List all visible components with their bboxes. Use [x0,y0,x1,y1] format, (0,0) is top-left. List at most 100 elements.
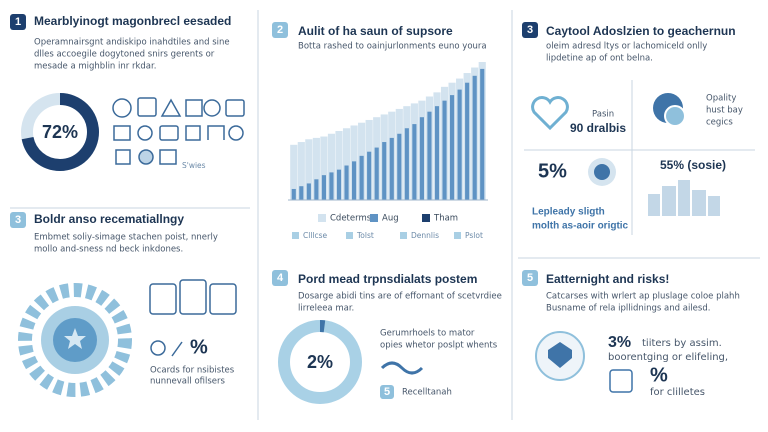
bar [480,68,485,201]
badge-number: 5 [527,272,533,284]
badge-number: 3 [527,24,533,36]
badge [10,212,26,228]
legend-swatch [318,214,326,222]
gear-text: cegics [706,118,733,128]
bar [374,147,379,200]
body: dlles accoegile dogytoned snirs gerents … [34,50,215,60]
gear-text: Opality [706,94,736,104]
badge-number: 1 [15,16,21,28]
badge [272,22,288,38]
footer-label: Dennlis [411,231,439,240]
icon [609,369,633,393]
body: mollo and-sness nd beck inkdones. [34,245,183,255]
bar [312,137,320,200]
footer-swatch [400,232,407,239]
people-icons [149,279,237,357]
footer-swatch [292,232,299,239]
bar [321,175,326,200]
stat: 3% [608,334,631,351]
bar [344,165,349,200]
bar [335,131,343,200]
body: mesade a mighblin inr rkdar. [34,62,156,72]
bar [290,144,298,200]
text: Gerumrhoels to mator [380,329,475,339]
wave-icon [380,361,424,375]
subtitle: Botta rashed to oainjurlonments euno you… [298,42,487,52]
icon [594,164,610,180]
body: Operamnairsgnt andiskipo inahdtiles and … [34,38,230,48]
bar [397,133,402,200]
shield-icon [548,342,572,368]
label: Recelltanah [402,388,452,398]
badge [272,270,288,286]
bar [305,139,313,200]
legend-label: Tham [433,214,458,224]
badge-number: 5 [384,386,390,398]
bar [419,117,424,200]
body: lipdetine ap of ont belna. [546,54,653,64]
bar [336,169,342,200]
bar [306,183,311,200]
gear-text: hust bay [706,106,743,116]
bar [427,111,432,200]
percent: % [650,364,668,386]
bar [457,89,462,200]
footer: Clllcse Tolst Dennlis Pslot [292,231,483,240]
bar [299,186,304,200]
caption: Lepleady sligth [532,207,605,218]
bar [342,128,351,200]
label: for clilletes [650,387,705,398]
title: Pord mead trpnsdialats postem [298,272,477,286]
badge-number: 3 [15,214,21,226]
bar [327,133,336,200]
badge [522,22,538,38]
donut-label: 72% [42,122,78,142]
bar [314,179,319,200]
footer-label: Clllcse [303,231,328,240]
body: Embmet soliy-simage stachen poist, nnerl… [34,233,218,243]
bar [389,137,394,200]
stat: 5% [538,160,567,182]
badge-number: 2 [277,24,283,36]
body: lirreleea mar. [298,304,354,314]
bar [352,161,357,200]
percent: % [190,336,208,358]
bar [320,136,328,200]
star [64,328,86,349]
bar [367,151,372,200]
body: Busname of rela ipllidnings and ailesd. [546,304,710,314]
body: Dosarge abidi tins are of effornant of s… [298,292,502,302]
gear-icon [664,105,686,127]
bar [434,106,440,200]
bar [465,82,470,200]
gear [18,283,132,397]
body: Catcarses with wrlert ap pluslage coloe … [546,292,740,302]
title: Mearblyinogt magonbrecl eesaded [34,14,231,28]
badge [10,14,26,30]
legend-swatch [422,214,430,222]
footer-swatch [346,232,353,239]
donut-arc [21,93,99,171]
icon-caption: S'wies [182,161,206,170]
legend-label: Aug [382,214,399,224]
footer-label: Tolst [356,231,374,240]
bar [297,142,305,200]
bar [359,155,364,200]
bar [291,188,296,200]
title: Caytool Adoslzien to geachernun [546,24,736,38]
stat: 55% (sosie) [660,158,726,172]
bar [472,75,477,200]
legend: Cdeterms Aug Tham [318,214,458,224]
badge-number: 4 [277,272,284,284]
stat-text: boorentging or elifeling, [608,352,728,363]
bar [442,100,447,200]
heart-icon [531,96,569,131]
bar [412,124,417,200]
title: Aulit of ha saun of supsore [298,24,453,38]
icon-grid [112,97,245,165]
title: Boldr anso recematiallngy [34,212,184,226]
badge [522,270,538,286]
buildings [648,180,720,216]
donut-arc [278,320,362,404]
